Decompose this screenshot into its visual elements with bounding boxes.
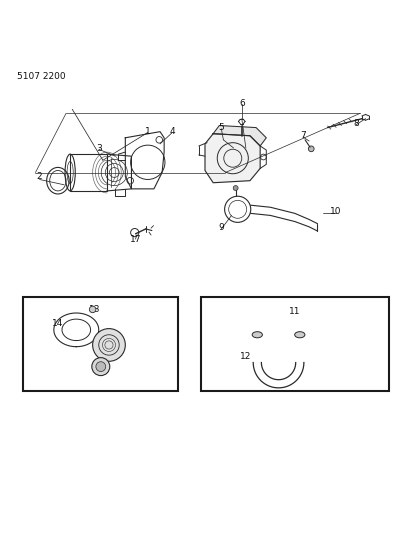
Circle shape [308,146,313,152]
Text: 14: 14 [52,319,63,328]
Circle shape [96,362,106,372]
Ellipse shape [294,332,304,338]
Text: 7: 7 [299,131,305,140]
Text: 17: 17 [130,236,141,245]
Text: 11: 11 [288,307,300,316]
Text: 13: 13 [89,305,100,314]
Text: 5: 5 [218,123,224,132]
Ellipse shape [252,332,262,338]
Text: 9: 9 [218,223,224,232]
Circle shape [92,358,110,376]
Bar [23,297,178,391]
Polygon shape [204,134,260,183]
Text: 8: 8 [353,119,358,128]
Text: 6: 6 [238,99,244,108]
Polygon shape [213,126,265,146]
Text: 16: 16 [97,356,108,365]
Bar [200,297,388,391]
Text: 1: 1 [144,127,150,136]
Text: 4: 4 [169,127,175,136]
Circle shape [89,306,96,313]
Text: 2: 2 [37,172,42,181]
Text: 12: 12 [240,352,251,361]
Text: 10: 10 [329,207,341,216]
Text: 3: 3 [96,143,101,152]
Text: 5107 2200: 5107 2200 [17,72,65,82]
Circle shape [233,185,238,190]
Text: 15: 15 [113,337,125,346]
Circle shape [92,329,125,361]
